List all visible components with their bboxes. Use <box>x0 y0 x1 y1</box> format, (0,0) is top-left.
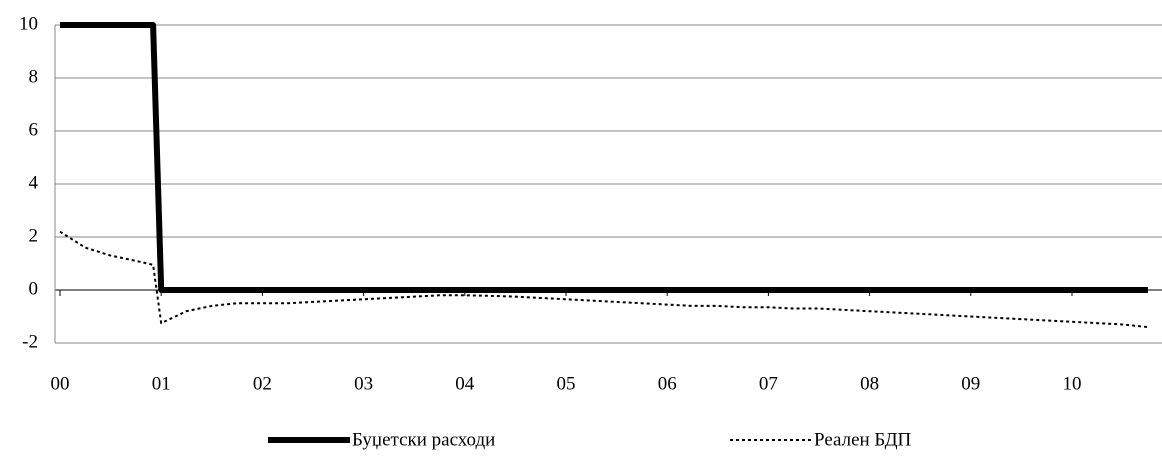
y-tick-label: 8 <box>29 66 39 87</box>
y-tick-label: 0 <box>29 278 39 299</box>
x-tick-label: 04 <box>455 373 475 394</box>
x-tick-label: 07 <box>759 373 778 394</box>
x-tick-label: 08 <box>860 373 879 394</box>
y-tick-label: 10 <box>19 13 38 34</box>
legend-label: Буџетски расходи <box>352 429 495 450</box>
x-tick-label: 10 <box>1063 373 1082 394</box>
series-line <box>59 230 1149 329</box>
x-tick-label: 00 <box>51 373 70 394</box>
x-tick-label: 05 <box>557 373 576 394</box>
x-tick-label: 01 <box>152 373 171 394</box>
x-tick-label: 06 <box>658 373 677 394</box>
series-line <box>60 22 1148 293</box>
legend-label: Реален БДП <box>814 429 912 450</box>
x-tick-label: 02 <box>253 373 272 394</box>
y-tick-label: 4 <box>29 172 39 193</box>
x-tick-label: 03 <box>354 373 373 394</box>
y-tick-label: 2 <box>29 225 39 246</box>
y-tick-label: -2 <box>22 331 38 352</box>
y-tick-label: 6 <box>29 119 39 140</box>
x-tick-label: 09 <box>961 373 980 394</box>
